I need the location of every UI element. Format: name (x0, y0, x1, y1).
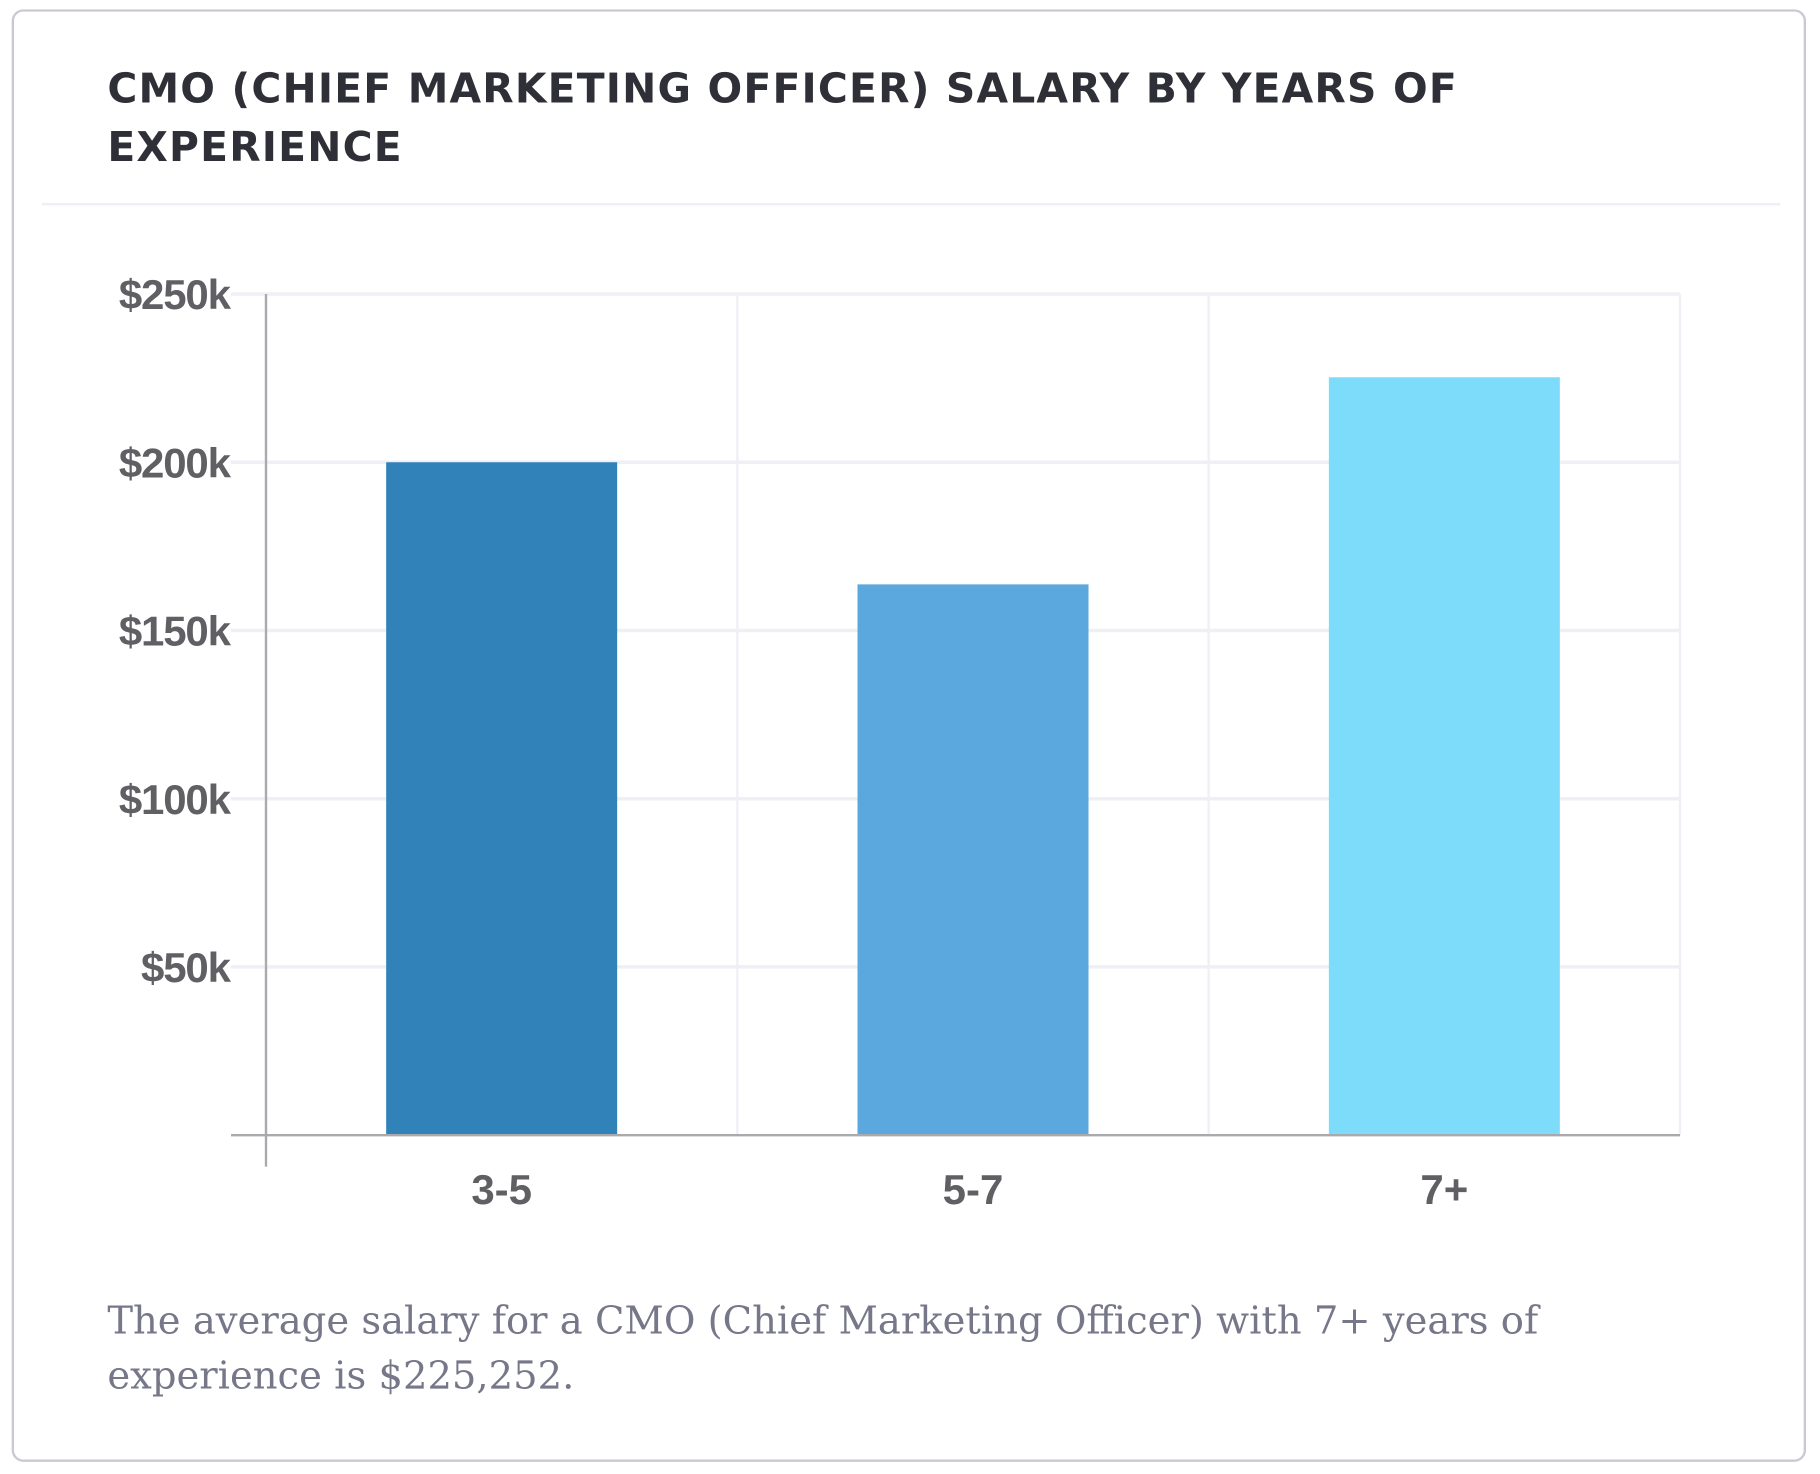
x-tick-label: 5-7 (943, 1166, 1004, 1213)
y-tick-label: $150k (119, 608, 232, 655)
bar-7+ (1328, 377, 1560, 1136)
y-tick-label: $200k (119, 439, 232, 486)
y-tick-label: $50k (141, 944, 232, 991)
x-tick-label: 7+ (1420, 1166, 1468, 1213)
bar-3-5 (386, 462, 618, 1136)
x-tick-label: 3-5 (471, 1166, 532, 1213)
chart-title: CMO (CHIEF MARKETING OFFICER) SALARY BY … (107, 66, 1458, 172)
chart-caption: The average salary for a CMO (Chief Mark… (107, 1297, 1539, 1398)
y-tick-label: $250k (119, 271, 232, 318)
bar-5-7 (857, 584, 1089, 1136)
divider (42, 203, 1781, 206)
y-tick-label: $100k (119, 776, 232, 823)
